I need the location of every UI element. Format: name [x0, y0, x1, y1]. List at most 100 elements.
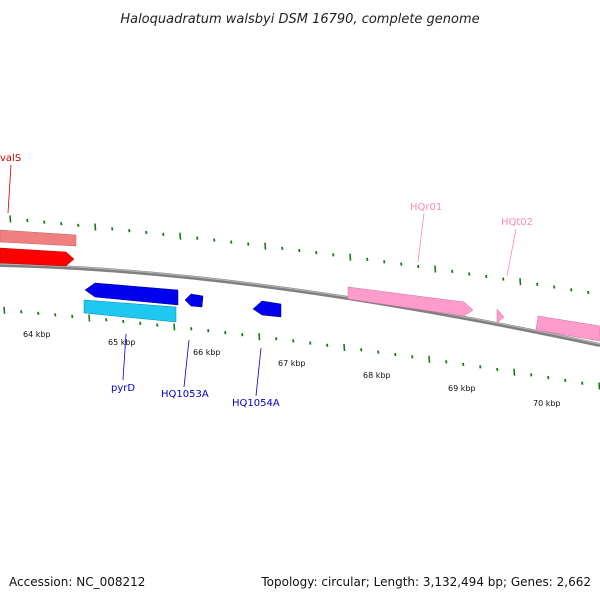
outer-scale-tick	[298, 248, 301, 253]
outer-scale-tick	[145, 230, 148, 235]
outer-scale-tick	[9, 215, 12, 223]
inner-scale-tick	[462, 362, 465, 367]
valS-leader-line	[7, 164, 12, 214]
gene-pyrD-feature[interactable]	[83, 299, 177, 323]
gene-valS-feature[interactable]	[0, 247, 75, 267]
inner-scale-tick	[275, 337, 278, 341]
outer-scale-tick	[332, 253, 335, 257]
gene-label-valS[interactable]: valS	[0, 153, 21, 164]
outer-scale-tick	[553, 285, 556, 289]
HQt02-leader-line	[506, 228, 517, 277]
genome-backbone-highlight	[0, 263, 600, 345]
outer-scale-tick	[519, 278, 522, 286]
inner-scale-tick	[377, 350, 380, 354]
outer-scale-tick	[383, 260, 386, 264]
outer-scale-tick	[247, 242, 250, 246]
inner-scale-tick	[513, 368, 516, 376]
gene-HQ1053A-feature[interactable]	[184, 293, 204, 308]
HQ1053A-leader-line	[183, 339, 190, 388]
outer-scale-tick	[128, 229, 131, 233]
outer-scale-tick	[366, 257, 369, 262]
outer-scale-tick	[451, 269, 454, 274]
outer-scale-tick	[179, 232, 182, 240]
inner-scale-tick	[547, 375, 550, 380]
outer-scale-tick	[264, 242, 267, 250]
outer-scale-tick	[587, 290, 590, 295]
inner-scale-tick	[309, 341, 312, 345]
gene-label-HQr01[interactable]: HQr01	[410, 202, 442, 213]
gene-HQt02-feature[interactable]	[496, 308, 505, 324]
accession-label: Accession: NC_008212	[9, 575, 145, 589]
scale-label-70kbp: 70 kbp	[533, 399, 561, 408]
outer-scale-tick	[570, 288, 573, 292]
inner-scale-tick	[258, 333, 261, 341]
outer-scale-tick	[536, 282, 539, 287]
gene-valS-pink-feature[interactable]	[0, 229, 77, 247]
gene-HQ1054A-feature[interactable]	[252, 300, 282, 318]
inner-scale-tick	[156, 323, 159, 327]
inner-scale-tick	[496, 367, 499, 372]
inner-scale-tick	[326, 343, 329, 347]
inner-scale-tick	[428, 355, 431, 363]
outer-scale-tick	[230, 240, 233, 244]
inner-scale-tick	[54, 313, 57, 317]
scale-label-68kbp: 68 kbp	[363, 371, 391, 380]
inner-scale-tick	[122, 319, 125, 324]
gene-label-HQ1054A[interactable]: HQ1054A	[232, 398, 280, 409]
inner-scale-tick	[241, 333, 244, 337]
inner-scale-tick	[530, 373, 533, 377]
outer-scale-tick	[77, 223, 80, 228]
inner-scale-tick	[564, 378, 567, 383]
outer-scale-tick	[417, 264, 420, 269]
gene-label-HQt02[interactable]: HQt02	[501, 217, 533, 228]
map-title: Haloquadratum walsbyi DSM 16790, complet…	[120, 12, 479, 27]
outer-scale-tick	[468, 272, 471, 276]
inner-scale-tick	[20, 310, 23, 314]
scale-label-66kbp: 66 kbp	[193, 348, 221, 357]
inner-scale-tick	[479, 365, 482, 369]
inner-scale-tick	[88, 314, 91, 322]
outer-scale-tick	[196, 236, 199, 240]
inner-scale-tick	[71, 314, 74, 319]
inner-scale-tick	[598, 382, 600, 390]
topology-summary: Topology: circular; Length: 3,132,494 bp…	[260, 575, 591, 589]
outer-scale-tick	[315, 251, 318, 255]
scale-label-65kbp: 65 kbp	[108, 338, 136, 347]
outer-tick-row	[9, 215, 590, 295]
gene-pyrD-upper-feature[interactable]	[84, 282, 179, 306]
outer-scale-tick	[502, 277, 505, 281]
gene-label-pyrD[interactable]: pyrD	[111, 383, 135, 394]
outer-scale-tick	[349, 253, 352, 261]
inner-scale-tick	[445, 360, 448, 364]
scale-label-69kbp: 69 kbp	[448, 384, 476, 393]
outer-scale-tick	[43, 220, 46, 224]
outer-scale-tick	[162, 232, 165, 236]
HQ1054A-leader-line	[255, 347, 262, 397]
inner-scale-tick	[105, 318, 108, 322]
outer-scale-tick	[213, 238, 216, 242]
gene-pink-right-feature[interactable]	[535, 315, 600, 342]
inner-scale-tick	[190, 327, 193, 331]
scale-label-67kbp: 67 kbp	[278, 359, 306, 368]
inner-scale-tick	[581, 381, 584, 385]
inner-tick-row	[3, 306, 600, 390]
gene-label-HQ1053A[interactable]: HQ1053A	[161, 389, 209, 400]
outer-scale-tick	[111, 227, 114, 231]
inner-scale-tick	[360, 348, 363, 352]
inner-scale-tick	[292, 339, 295, 343]
inner-scale-tick	[37, 311, 40, 315]
inner-scale-tick	[343, 343, 346, 352]
outer-scale-tick	[26, 218, 29, 223]
inner-scale-tick	[207, 329, 210, 333]
HQr01-leader-line	[417, 212, 425, 263]
gene-HQr01-feature[interactable]	[347, 286, 474, 317]
outer-scale-tick	[60, 222, 63, 226]
outer-scale-tick	[281, 246, 284, 251]
inner-scale-tick	[173, 323, 176, 331]
scale-label-64kbp: 64 kbp	[23, 330, 51, 339]
outer-scale-tick	[94, 223, 97, 231]
inner-scale-tick	[224, 331, 227, 335]
genome-backbone	[0, 263, 600, 347]
inner-scale-tick	[139, 321, 142, 325]
